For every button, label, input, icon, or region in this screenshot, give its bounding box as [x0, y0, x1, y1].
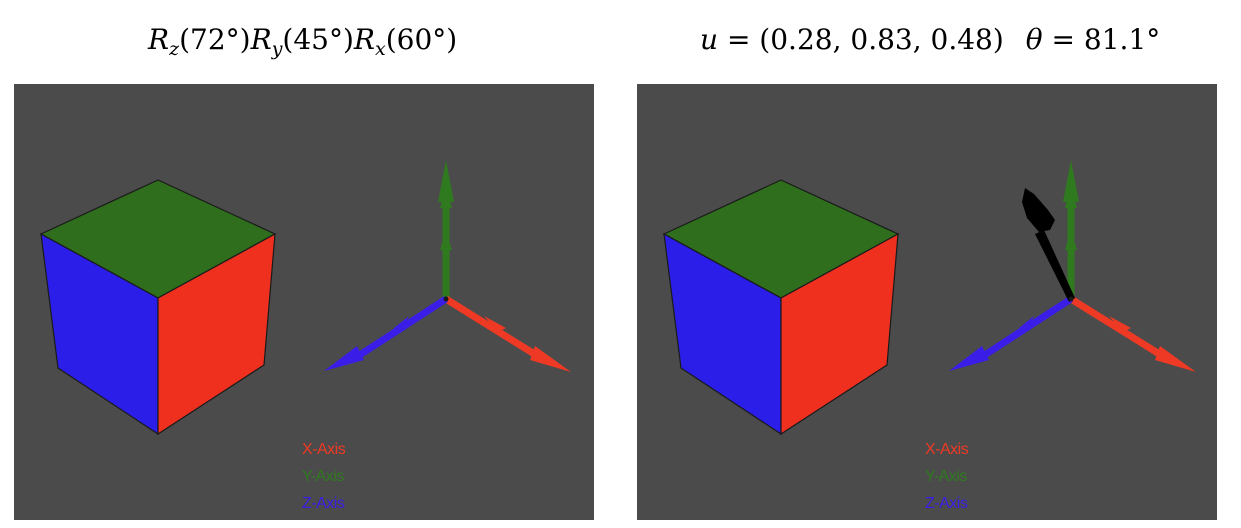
- scene-right: [662, 160, 1196, 436]
- x-axis-arrow: [444, 296, 571, 372]
- y-axis-arrow: [1063, 160, 1079, 299]
- title-r1: R: [148, 23, 170, 56]
- title-left-rotation-sequence: Rz(72°)Ry(45°)Rx(60°): [148, 18, 457, 62]
- viewport-right[interactable]: X-Axis Y-Axis Z-Axis: [637, 84, 1217, 520]
- axis-legend-left: X-Axis Y-Axis Z-Axis: [302, 436, 346, 517]
- title-u-var: u: [700, 23, 719, 56]
- title-right-axis-angle: u = (0.28, 0.83, 0.48) θ = 81.1°: [700, 18, 1160, 62]
- scene-left: [39, 160, 571, 436]
- title-u-eq: = (0.28, 0.83, 0.48): [718, 23, 1004, 56]
- legend-z-axis: Z-Axis: [925, 495, 968, 512]
- legend-x-axis: X-Axis: [925, 441, 969, 458]
- title-a2: (45°): [282, 23, 354, 56]
- x-axis-arrow: [1069, 296, 1196, 372]
- origin-point: [1068, 296, 1074, 302]
- cube-right-face: [157, 232, 276, 436]
- title-r3: R: [353, 23, 375, 56]
- axis-legend-right: X-Axis Y-Axis Z-Axis: [925, 436, 969, 517]
- z-axis-arrow: [324, 296, 448, 371]
- title-a1: (72°): [179, 23, 251, 56]
- rotation-axis-arrow[interactable]: [1022, 188, 1075, 302]
- cube-right-face: [780, 232, 899, 436]
- title-theta-var: θ: [1025, 23, 1043, 56]
- z-axis-arrow: [949, 296, 1073, 371]
- title-s2: y: [271, 38, 283, 60]
- title-s3: x: [375, 38, 386, 60]
- y-axis-arrow: [438, 160, 454, 299]
- title-s1: z: [169, 38, 180, 60]
- legend-x-axis: X-Axis: [302, 441, 346, 458]
- title-theta-eq: = 81.1°: [1042, 23, 1161, 56]
- title-a3: (60°): [385, 23, 458, 56]
- origin-point: [443, 296, 449, 302]
- legend-y-axis: Y-Axis: [925, 468, 967, 485]
- title-r2: R: [250, 23, 272, 56]
- legend-z-axis: Z-Axis: [302, 495, 345, 512]
- viewport-left[interactable]: X-Axis Y-Axis Z-Axis: [14, 84, 594, 520]
- legend-y-axis: Y-Axis: [302, 468, 344, 485]
